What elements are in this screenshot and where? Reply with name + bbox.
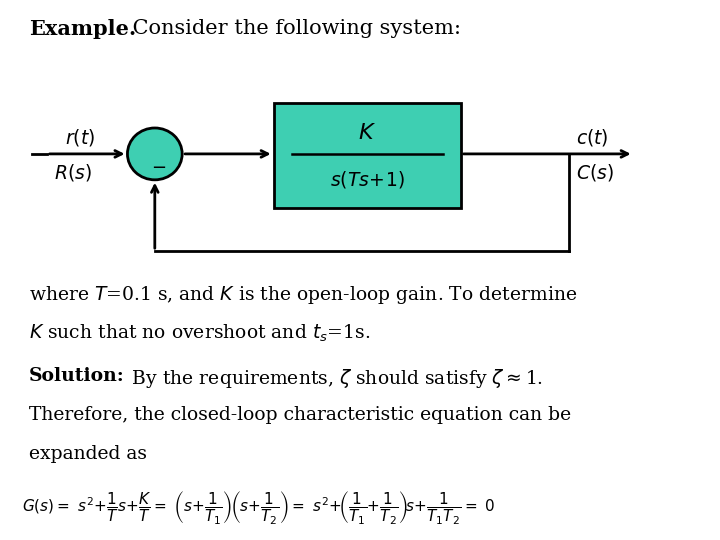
Text: $K$ such that no overshoot and $t_s$=1s.: $K$ such that no overshoot and $t_s$=1s. [29, 322, 370, 343]
Text: By the requirements, $\zeta$ should satisfy $\zeta$$\approx$1.: By the requirements, $\zeta$ should sati… [126, 367, 543, 390]
Text: where $T$=0.1 s, and $K$ is the open-loop gain. To determine: where $T$=0.1 s, and $K$ is the open-loo… [29, 284, 577, 306]
Text: Consider the following system:: Consider the following system: [126, 19, 461, 38]
Bar [274, 103, 461, 208]
Ellipse shape [127, 128, 182, 180]
Text: $-$: $-$ [150, 157, 166, 175]
Text: Example.: Example. [29, 19, 136, 39]
Text: $R(s)$: $R(s)$ [54, 162, 91, 183]
Text: $s(Ts\!+\!1)$: $s(Ts\!+\!1)$ [330, 169, 405, 190]
Text: $G(s){=}\ s^2{+}\dfrac{1}{T}s{+}\dfrac{K}{T}{=}$$\ \left(s{+}\dfrac{1}{T_1}\righ: $G(s){=}\ s^2{+}\dfrac{1}{T}s{+}\dfrac{K… [22, 489, 495, 526]
Text: Therefore, the closed-loop characteristic equation can be: Therefore, the closed-loop characteristi… [29, 406, 571, 424]
Text: $C(s)$: $C(s)$ [576, 162, 614, 183]
Text: expanded as: expanded as [29, 445, 147, 463]
Text: $r(t)$: $r(t)$ [65, 127, 95, 149]
Text: Solution:: Solution: [29, 367, 125, 385]
Text: $K$: $K$ [358, 122, 377, 144]
Text: $c(t)$: $c(t)$ [576, 127, 608, 149]
